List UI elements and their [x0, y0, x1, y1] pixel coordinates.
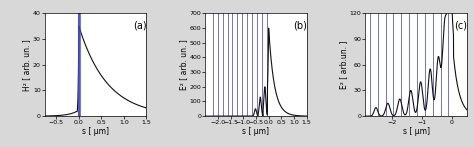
Text: (a): (a)	[133, 20, 147, 30]
X-axis label: s [ μm]: s [ μm]	[403, 127, 430, 136]
Y-axis label: H² [ arb. un. ]: H² [ arb. un. ]	[23, 39, 32, 91]
Y-axis label: E² [ arb. un. ]: E² [ arb. un. ]	[179, 39, 188, 90]
X-axis label: s [ μm]: s [ μm]	[243, 127, 269, 136]
Y-axis label: E² [ arb.un. ]: E² [ arb.un. ]	[339, 40, 348, 89]
X-axis label: s [ μm]: s [ μm]	[82, 127, 109, 136]
Text: (c): (c)	[454, 20, 467, 30]
Text: (b): (b)	[293, 20, 307, 30]
